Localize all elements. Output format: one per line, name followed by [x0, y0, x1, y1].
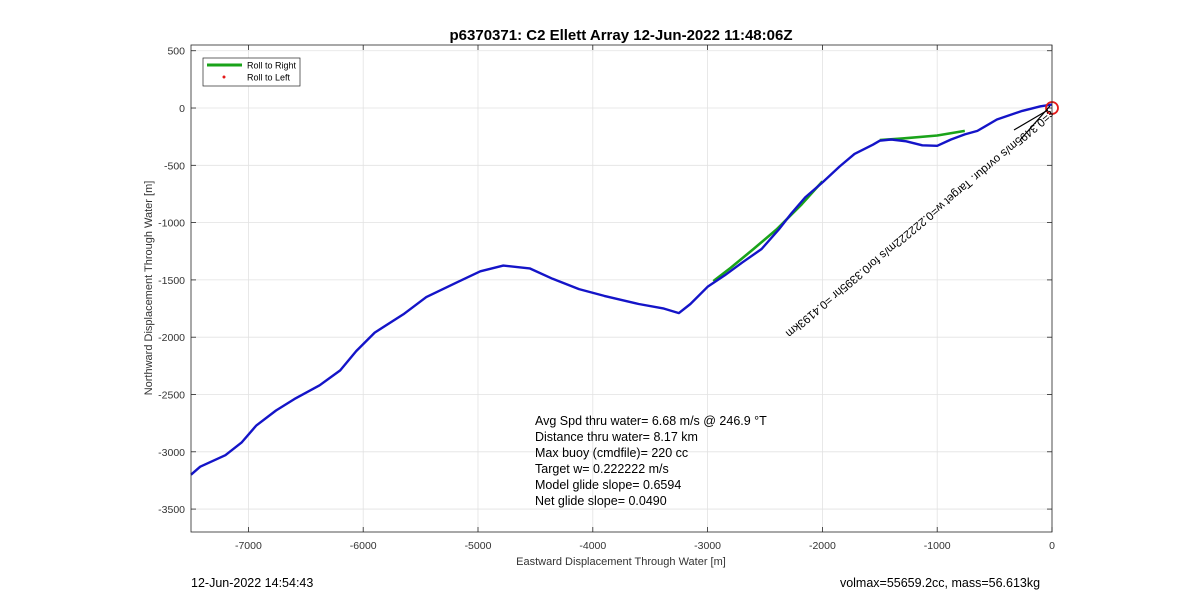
x-tick-label: -5000: [465, 540, 492, 552]
stat-distance: Distance thru water= 8.17 km: [535, 430, 698, 444]
y-tick-label: -2000: [158, 332, 185, 344]
legend-label-roll-right: Roll to Right: [247, 61, 297, 71]
y-axis-label: Northward Displacement Through Water [m]: [143, 181, 155, 396]
x-tick-label: -4000: [579, 540, 606, 552]
x-tick-label: 0: [1049, 540, 1055, 552]
y-tick-label: 0: [179, 103, 185, 115]
y-tick-label: -500: [164, 160, 185, 172]
stat-model-glide: Model glide slope= 0.6594: [535, 478, 681, 492]
series-path-line: [190, 103, 1053, 476]
y-tick-label: -2500: [158, 389, 185, 401]
y-tick-label: -3500: [158, 504, 185, 516]
stat-net-glide: Net glide slope= 0.0490: [535, 494, 667, 508]
x-axis-label: Eastward Displacement Through Water [m]: [516, 556, 726, 568]
footer-volmax-mass: volmax=55659.2cc, mass=56.613kg: [840, 576, 1040, 590]
annotation-arrow-shaft: [1013, 109, 1049, 131]
stats-block: Avg Spd thru water= 6.68 m/s @ 246.9 °T …: [535, 414, 767, 508]
series-roll-right-line: [712, 180, 824, 283]
y-ticks: 500 0 -500 -1000 -1500 -2000 -2500 -3000 -3500: [158, 46, 1052, 516]
y-tick-label: 500: [167, 46, 185, 58]
footer-timestamp: 12-Jun-2022 14:54:43: [191, 576, 313, 590]
x-tick-label: -2000: [809, 540, 836, 552]
x-tick-label: -1000: [924, 540, 951, 552]
x-ticks: -7000 -6000 -5000 -4000 -3000 -2000 -1000 0: [235, 45, 1055, 552]
plot-area: [191, 45, 1052, 532]
stat-target-w: Target w= 0.222222 m/s: [535, 462, 669, 476]
y-tick-label: -1500: [158, 275, 185, 287]
y-tick-label: -3000: [158, 447, 185, 459]
y-tick-label: -1000: [158, 218, 185, 230]
stat-max-buoy: Max buoy (cmdfile)= 220 cc: [535, 446, 688, 460]
legend: Roll to Right Roll to Left: [202, 57, 301, 87]
legend-box: [202, 57, 301, 87]
x-tick-label: -7000: [235, 540, 262, 552]
chart-title: p6370371: C2 Ellett Array 12-Jun-2022 11…: [450, 27, 793, 44]
legend-label-roll-left: Roll to Left: [247, 73, 291, 83]
x-tick-label: -6000: [350, 540, 377, 552]
plot-frame: [190, 44, 1053, 533]
legend-dot-roll-left: [222, 75, 226, 79]
x-tick-label: -3000: [694, 540, 721, 552]
stat-avg-speed: Avg Spd thru water= 6.68 m/s @ 246.9 °T: [535, 414, 767, 428]
